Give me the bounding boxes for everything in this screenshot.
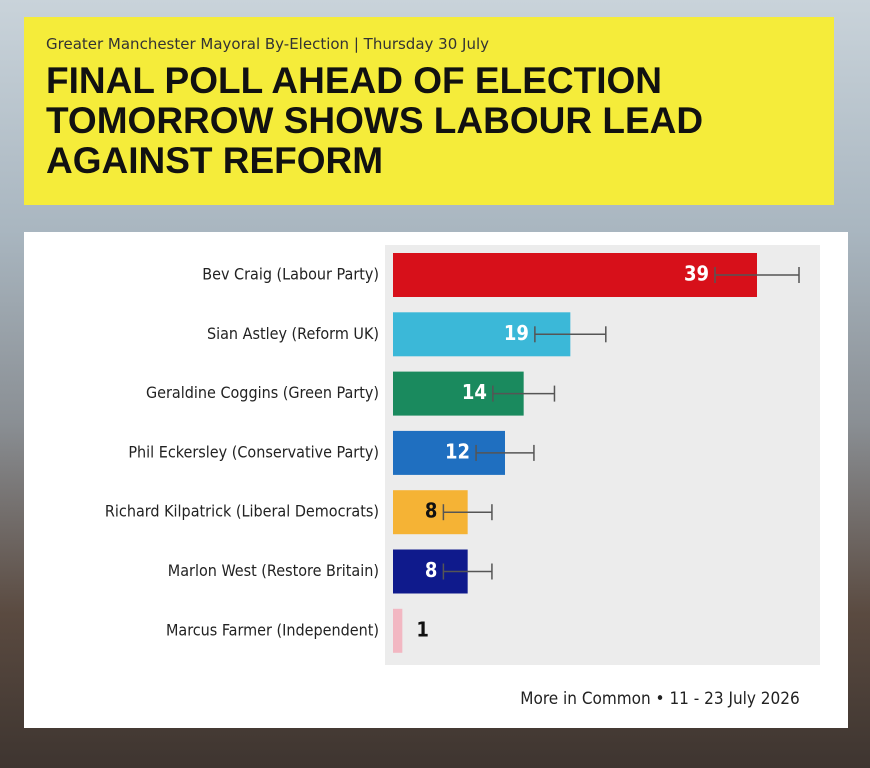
category-label: Sian Astley (Reform UK) bbox=[207, 324, 379, 343]
value-label: 39 bbox=[684, 262, 709, 286]
subtitle: Greater Manchester Mayoral By-Election |… bbox=[46, 35, 489, 53]
chart: More in Common • 11 - 23 July 2026 Bev C… bbox=[105, 245, 820, 709]
header: Greater Manchester Mayoral By-Election |… bbox=[24, 17, 834, 205]
value-label: 12 bbox=[445, 439, 470, 463]
category-label: Phil Eckersley (Conservative Party) bbox=[128, 442, 379, 461]
source: More in Common • 11 - 23 July 2026 bbox=[520, 689, 799, 709]
category-label: Geraldine Coggins (Green Party) bbox=[146, 383, 379, 402]
bar bbox=[393, 608, 403, 653]
value-label: 8 bbox=[425, 499, 438, 523]
title: FINAL POLL AHEAD OF ELECTION TOMORROW SH… bbox=[46, 60, 704, 181]
bar bbox=[393, 253, 757, 297]
value-label: 1 bbox=[416, 617, 429, 641]
value-label: 19 bbox=[504, 321, 529, 345]
category-label: Richard Kilpatrick (Liberal Democrats) bbox=[105, 502, 379, 521]
category-label: Marlon West (Restore Britain) bbox=[168, 561, 379, 580]
chart-panel: More in Common • 11 - 23 July 2026 Bev C… bbox=[24, 232, 848, 728]
category-label: Bev Craig (Labour Party) bbox=[202, 265, 379, 284]
value-label: 14 bbox=[462, 380, 487, 404]
category-label: Marcus Farmer (Independent) bbox=[166, 620, 379, 639]
value-label: 8 bbox=[425, 558, 438, 582]
